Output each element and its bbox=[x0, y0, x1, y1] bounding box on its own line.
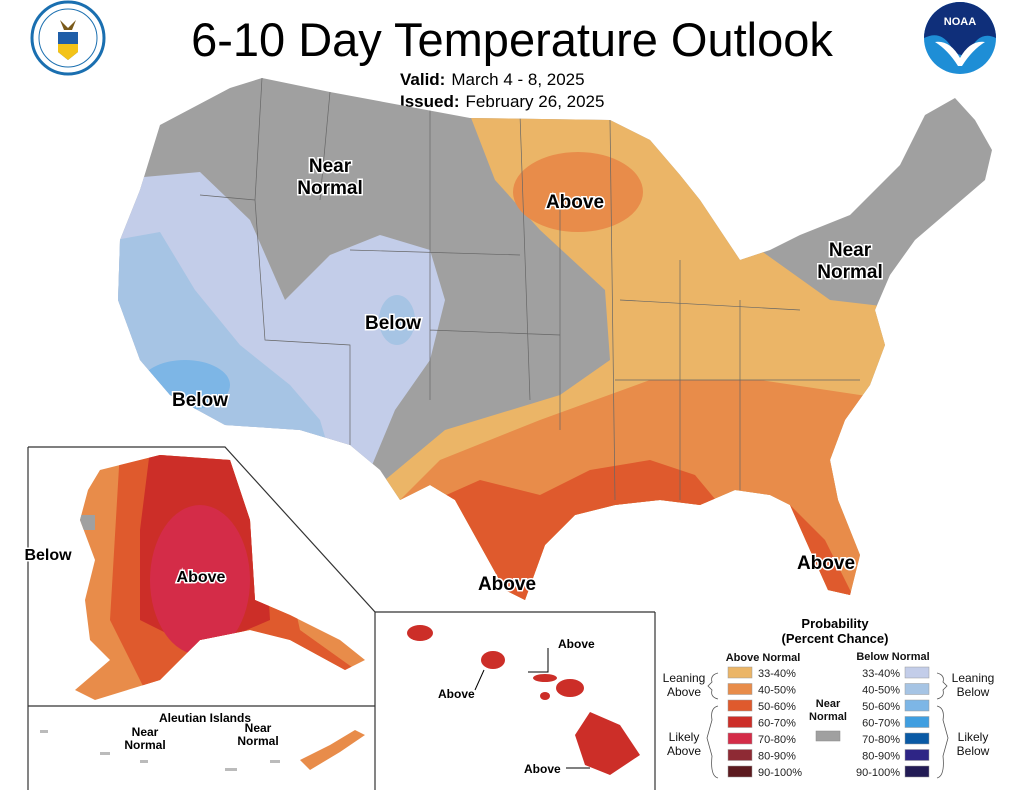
label-aleutian-near-normal-2: Near Normal bbox=[237, 721, 278, 748]
legend-below-range: 50-60% bbox=[862, 701, 900, 713]
legend-below-swatch bbox=[904, 749, 930, 761]
noaa-logo-text: NOAA bbox=[944, 16, 976, 28]
legend-likely-above: Likely Above bbox=[667, 730, 701, 758]
label-above-texas: Above bbox=[478, 574, 536, 595]
legend-below-swatch bbox=[904, 699, 930, 712]
legend-leaning-below: Leaning Below bbox=[952, 671, 995, 699]
valid-label: Valid: bbox=[400, 70, 446, 89]
legend: Probability (Percent Chance) Above Norma… bbox=[663, 616, 995, 779]
label-near-normal-west: Near Normal bbox=[297, 156, 362, 199]
legend-above-header: Above Normal bbox=[726, 652, 801, 664]
legend-above-swatch bbox=[727, 666, 753, 679]
aleutian-islands bbox=[40, 730, 280, 771]
department-of-commerce-seal bbox=[30, 0, 106, 76]
issued-label: Issued: bbox=[400, 92, 460, 111]
legend-above-range: 90-100% bbox=[758, 767, 802, 779]
legend-below-range: 80-90% bbox=[862, 751, 900, 763]
aleutian-east bbox=[300, 730, 365, 770]
legend-below-swatch bbox=[904, 732, 930, 745]
valid-dates: Valid: March 4 - 8, 2025 bbox=[400, 70, 585, 90]
legend-below-range: 40-50% bbox=[862, 685, 900, 697]
legend-above-range: 40-50% bbox=[758, 685, 796, 697]
noaa-logo: NOAA bbox=[924, 2, 996, 74]
legend-below-header: Below Normal bbox=[856, 651, 929, 663]
legend-above-swatch bbox=[727, 716, 753, 728]
label-alaska-below: Below bbox=[24, 547, 72, 564]
legend-below-range: 33-40% bbox=[862, 668, 900, 680]
label-alaska-above: Above bbox=[177, 569, 226, 586]
legend-below-swatch bbox=[904, 683, 930, 695]
legend-subtitle: (Percent Chance) bbox=[782, 631, 889, 646]
legend-below-range: 90-100% bbox=[856, 767, 900, 779]
label-below-colorado: Below bbox=[365, 313, 421, 334]
legend-above-swatches: 33-40% 40-50% 50-60% 60-70% 70-80% 80-90% 90-1… bbox=[727, 666, 802, 779]
legend-above-swatch bbox=[727, 732, 753, 745]
label-above-midwest: Above bbox=[546, 192, 604, 213]
legend-above-swatch bbox=[727, 699, 753, 712]
legend-near-label: Near Normal bbox=[809, 698, 847, 723]
legend-above-range: 80-90% bbox=[758, 751, 796, 763]
label-below-california: Below bbox=[172, 390, 228, 411]
hawaii-islands bbox=[407, 625, 640, 775]
legend-likely-below: Likely Below bbox=[957, 730, 990, 758]
legend-below-swatches: 33-40% 40-50% 50-60% 60-70% 70-80% 80-90% 90-1… bbox=[856, 666, 930, 779]
legend-below-swatch bbox=[904, 765, 930, 778]
state-borders bbox=[199, 78, 860, 501]
legend-above-swatch bbox=[727, 749, 753, 761]
label-above-florida: Above bbox=[797, 553, 855, 574]
alaska-inset-border bbox=[28, 446, 376, 790]
below-colorado-area bbox=[379, 295, 415, 345]
label-hawaii-above-2: Above bbox=[438, 687, 475, 701]
legend-above-swatch bbox=[727, 765, 753, 778]
legend-below-swatch bbox=[904, 666, 930, 679]
aleutian-title: Aleutian Islands bbox=[159, 711, 251, 725]
legend-above-swatch bbox=[727, 683, 753, 695]
legend-above-range: 70-80% bbox=[758, 734, 796, 746]
legend-above-range: 33-40% bbox=[758, 668, 796, 680]
legend-below-range: 70-80% bbox=[862, 734, 900, 746]
legend-above-range: 50-60% bbox=[758, 701, 796, 713]
legend-near-normal-swatch bbox=[815, 730, 841, 742]
issued-value: February 26, 2025 bbox=[465, 92, 605, 111]
legend-leaning-above: Leaning Above bbox=[663, 671, 706, 699]
label-near-normal-east: Near Normal bbox=[817, 240, 882, 283]
legend-braces bbox=[706, 672, 949, 779]
valid-value: March 4 - 8, 2025 bbox=[451, 70, 585, 89]
legend-title: Probability bbox=[801, 616, 869, 631]
legend-below-swatch bbox=[904, 716, 930, 728]
label-aleutian-near-normal-1: Near Normal bbox=[124, 725, 165, 752]
legend-above-range: 60-70% bbox=[758, 718, 796, 730]
page-title: 6-10 Day Temperature Outlook bbox=[191, 13, 833, 66]
issued-date: Issued: February 26, 2025 bbox=[400, 92, 604, 112]
legend-below-range: 60-70% bbox=[862, 718, 900, 730]
label-hawaii-above-3: Above bbox=[524, 762, 561, 776]
label-hawaii-above-1: Above bbox=[558, 637, 595, 651]
